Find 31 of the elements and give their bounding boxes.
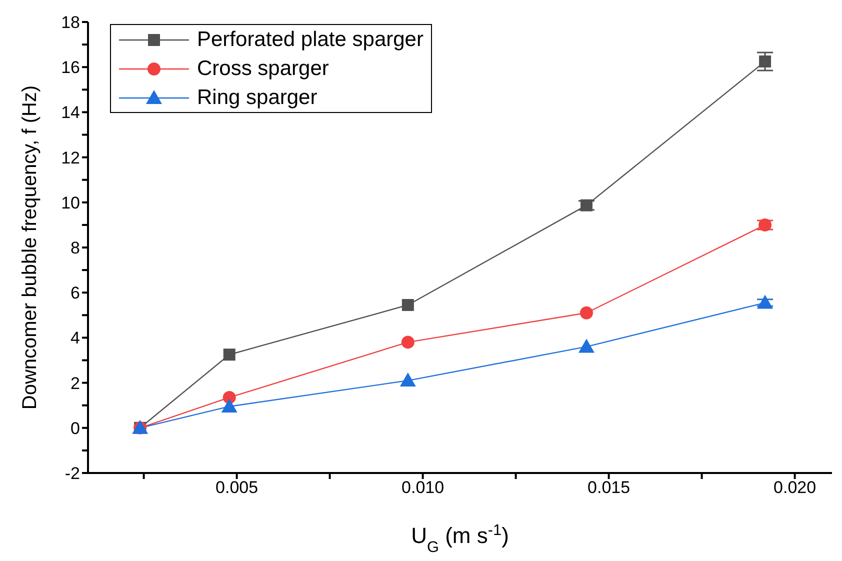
point — [759, 55, 772, 68]
point — [758, 218, 772, 232]
y-tick-label: 0 — [70, 418, 80, 438]
y-tick-label: 4 — [70, 328, 80, 348]
y-tick-label: 6 — [70, 284, 80, 303]
point — [221, 398, 238, 412]
y-axis-title: Downcomer bubble frequency, f (Hz) — [19, 85, 41, 410]
y-tick-label: 12 — [61, 148, 80, 168]
y-tick-label: 16 — [61, 58, 80, 78]
x-axis-title: U$_{G}$ (m s$^{-1}$) — [411, 522, 509, 556]
point — [402, 299, 414, 312]
y-tick-label: 18 — [61, 13, 80, 32]
point — [580, 306, 593, 320]
y-tick-label: 2 — [70, 374, 80, 393]
legend-label: Ring sparger — [197, 85, 318, 111]
legend-label: Cross sparger — [197, 56, 329, 82]
y-tick-label: 14 — [61, 103, 80, 122]
x-tick-label: 0.005 — [216, 478, 258, 498]
point — [757, 294, 774, 309]
y-tick-label: -2 — [64, 464, 80, 484]
point — [578, 338, 594, 353]
point — [400, 372, 416, 387]
y-tick-label: 10 — [61, 193, 80, 212]
x-tick-label: 0.020 — [774, 478, 816, 498]
legend-label: Perforated plate sparger — [197, 27, 424, 53]
x-tick-label: 0.010 — [402, 478, 444, 498]
point — [223, 348, 236, 361]
x-tick-label: 0.015 — [588, 478, 630, 498]
point — [401, 336, 414, 349]
point — [580, 199, 592, 212]
y-tick-label: 8 — [70, 238, 80, 258]
